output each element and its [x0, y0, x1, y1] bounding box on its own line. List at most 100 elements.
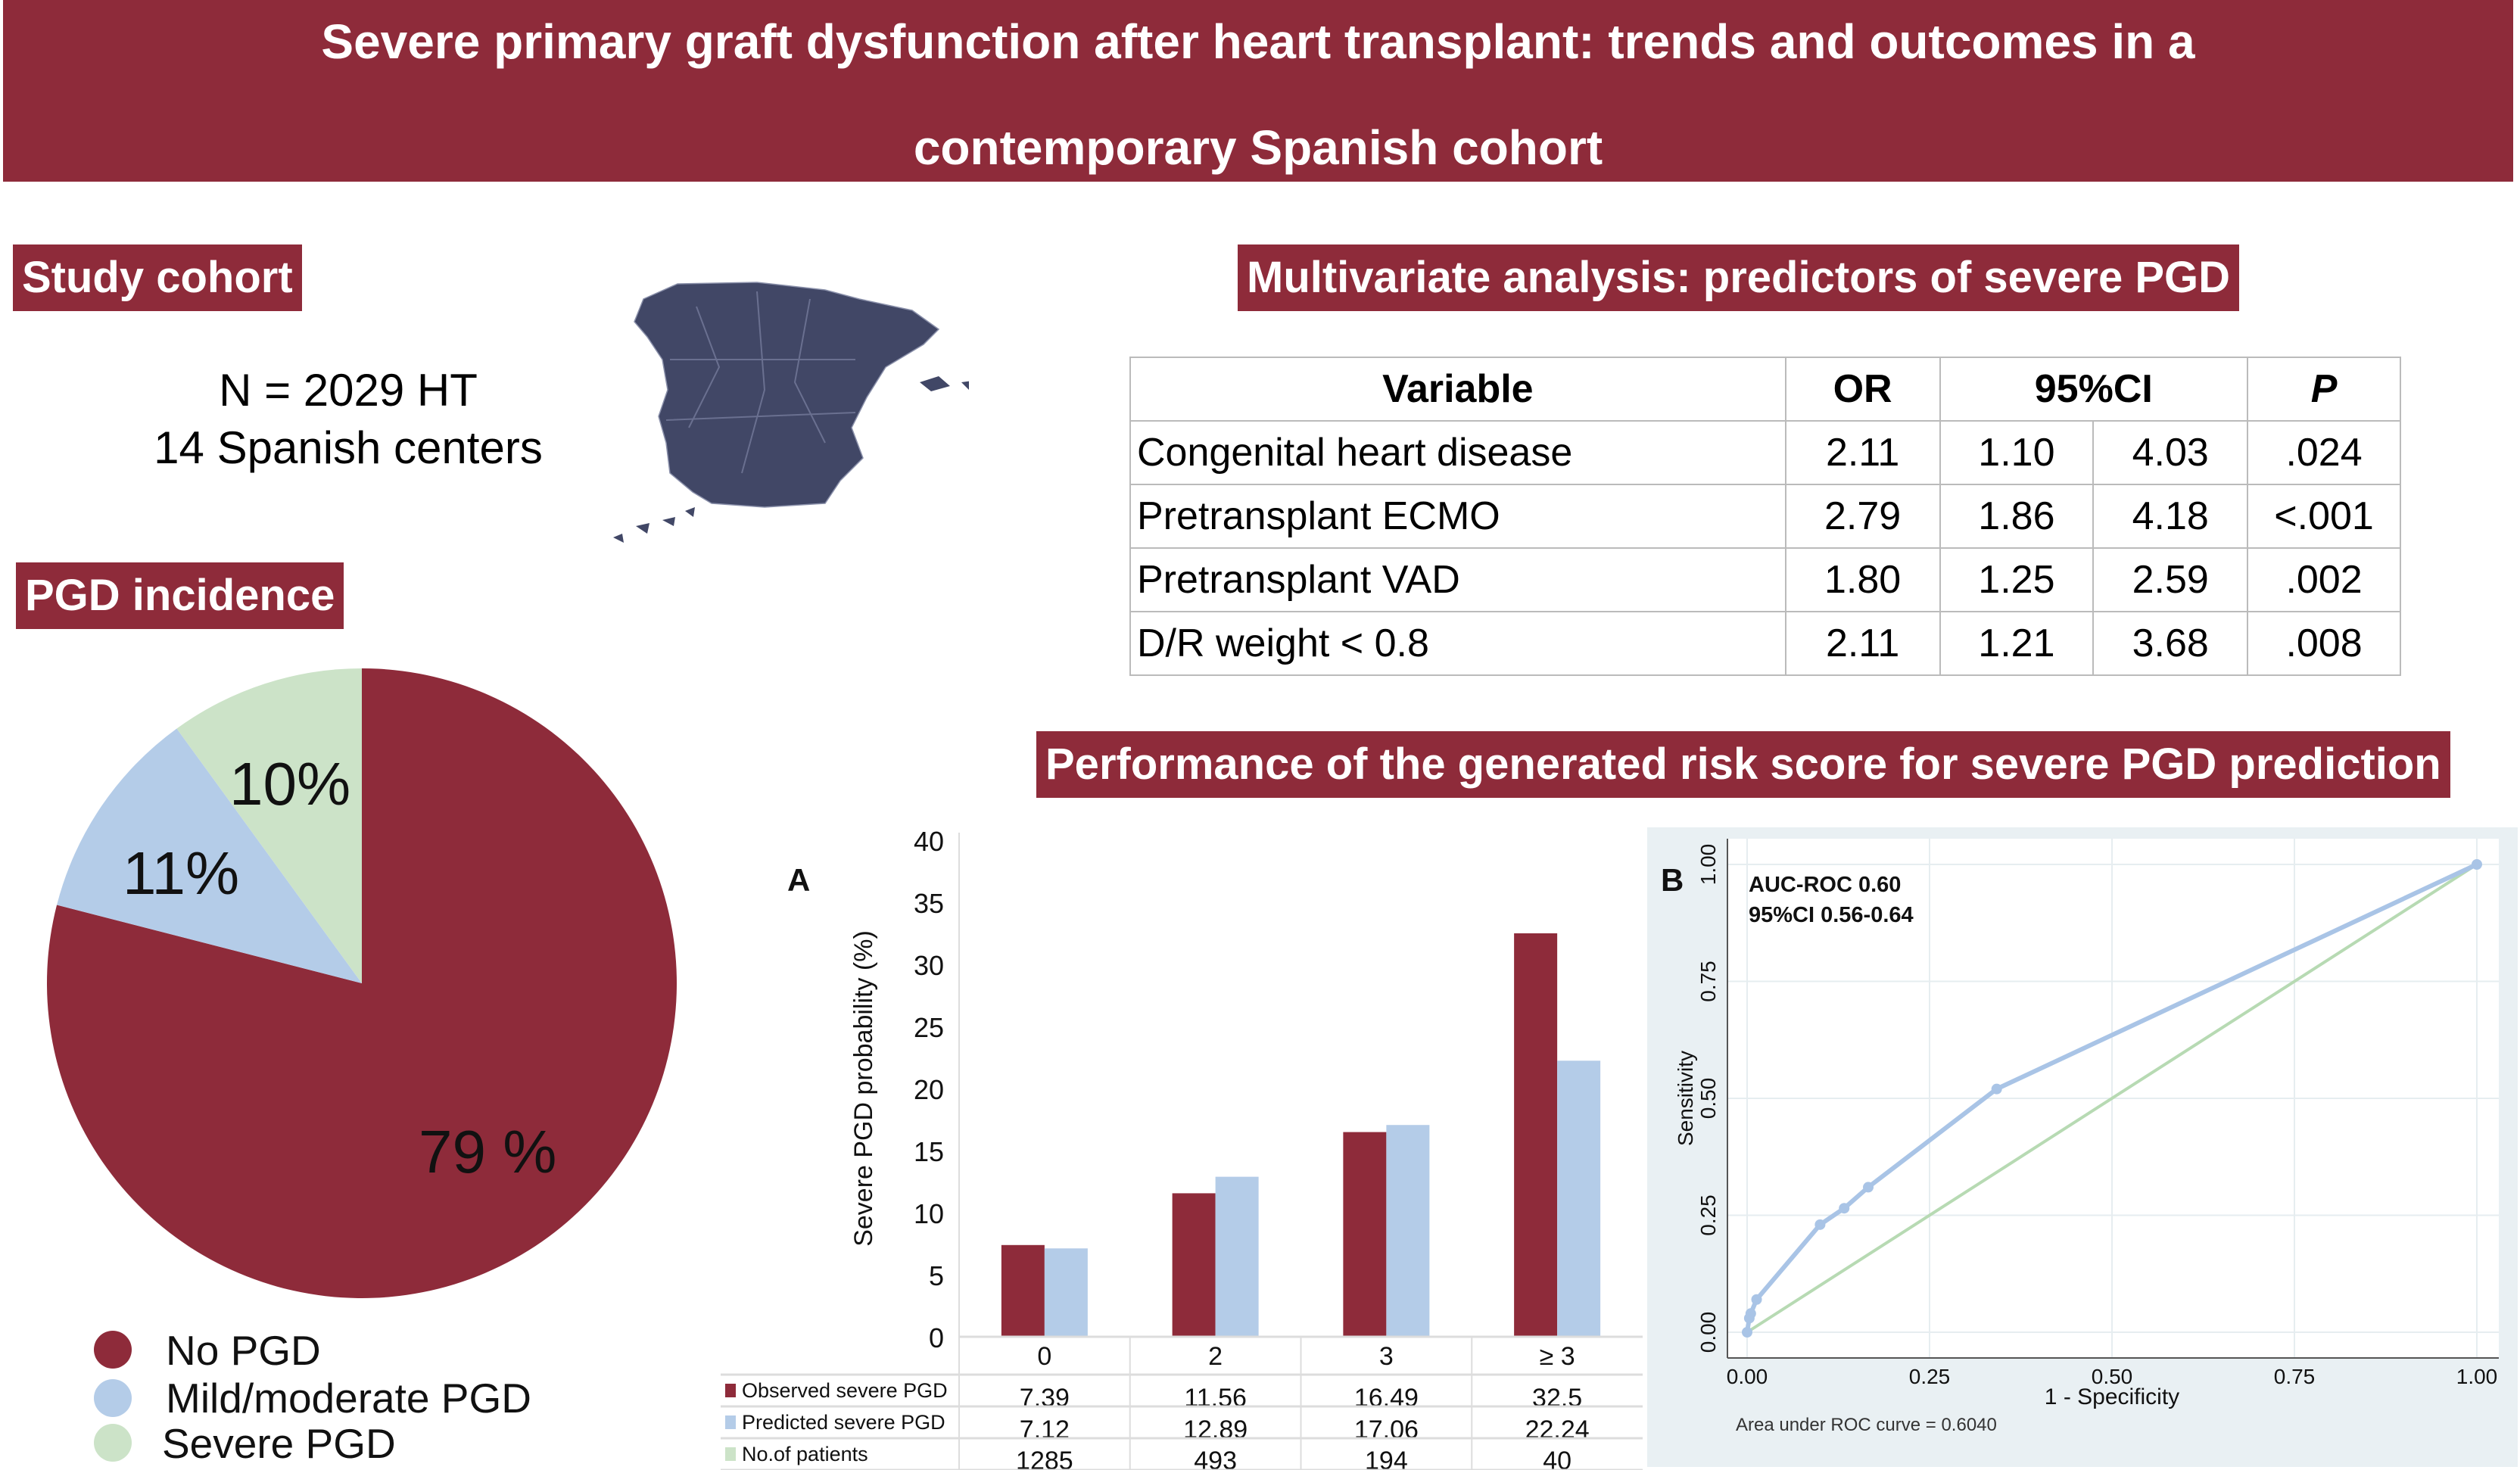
multivariate-label: Multivariate analysis: predictors of sev… [1238, 244, 2240, 311]
table-row: Congenital heart disease 2.11 1.10 4.03.024 [1129, 420, 2401, 485]
roc-point [1991, 1083, 2002, 1095]
legend-swatch-severe [94, 1424, 132, 1462]
data-label: 11.56 [1184, 1384, 1247, 1412]
auc-note: Area under ROC curve = 0.6040 [1736, 1415, 1997, 1435]
study-cohort-label: Study cohort [13, 244, 302, 311]
y-tick-label: 30 [914, 950, 944, 981]
pie-label-severe: 10% [229, 750, 351, 818]
pie-label-none: 79 % [419, 1118, 557, 1185]
data-label: 194 [1365, 1447, 1408, 1470]
bar-observed [1514, 933, 1558, 1337]
y-tick-label: 0.25 [1696, 1194, 1720, 1236]
y-tick-label: 20 [914, 1074, 944, 1105]
cell-hi: 3.68 [2092, 611, 2249, 676]
legend-mild: Mild/moderate PGD [166, 1375, 531, 1422]
legend-no-pgd: No PGD [166, 1327, 321, 1374]
pgd-pie-chart [47, 668, 678, 1298]
header-p: P [2247, 357, 2401, 422]
data-label: 17.06 [1354, 1415, 1419, 1444]
x-tick-label: 0.50 [2092, 1365, 2133, 1388]
table-row: Pretransplant VAD 1.80 1.25 2.59.002 [1129, 547, 2401, 612]
data-label: 32.5 [1532, 1384, 1582, 1412]
cohort-centers: 14 Spanish centers [154, 422, 543, 473]
pie-label-mild: 11% [123, 839, 240, 907]
cell-hi: 4.18 [2092, 484, 2249, 549]
header-variable: Variable [1129, 357, 1786, 422]
data-label: 12.89 [1183, 1415, 1248, 1444]
x-tick-label: 0.00 [1727, 1365, 1768, 1388]
data-label: 16.49 [1354, 1384, 1419, 1412]
spain-map-icon [613, 282, 969, 543]
table-header-row: Variable OR 95%CI P [1129, 357, 2401, 422]
legend-swatch [725, 1384, 736, 1397]
legend-label: Predicted severe PGD [742, 1411, 945, 1434]
y-tick-label: 25 [914, 1012, 944, 1043]
legend-label: No.of patients [742, 1443, 868, 1465]
title-line-2: contemporary Spanish cohort [913, 120, 1603, 175]
y-tick-label: 0.50 [1696, 1078, 1720, 1120]
y-tick-label: 0.00 [1696, 1312, 1720, 1353]
cell-p: <.001 [2247, 484, 2401, 549]
x-tick-label: 0.25 [1909, 1365, 1951, 1388]
bar-observed [1343, 1132, 1387, 1337]
cell-lo: 1.86 [1939, 484, 2095, 549]
y-tick-label: 0 [929, 1322, 944, 1353]
x-tick-label: ≥ 3 [1540, 1342, 1575, 1371]
table-row: D/R weight < 0.8 2.11 1.21 3.68.008 [1129, 611, 2401, 676]
y-tick-label: 15 [914, 1136, 944, 1167]
multivariate-table: Variable OR 95%CI P Congenital heart dis… [1129, 357, 2401, 676]
cell-or: 2.11 [1784, 420, 1941, 485]
data-label: 7.12 [1020, 1415, 1070, 1444]
roc-point [2472, 859, 2482, 870]
cell-p: .024 [2247, 420, 2401, 485]
legend-swatch [725, 1447, 736, 1461]
data-label: 22.24 [1525, 1415, 1590, 1444]
cell-or: 2.79 [1784, 484, 1941, 549]
roc-point [1839, 1203, 1850, 1214]
table-row: Pretransplant ECMO 2.79 1.86 4.18 <.001 [1129, 484, 2401, 549]
cell-p: .002 [2247, 547, 2401, 612]
legend-severe: Severe PGD [162, 1420, 396, 1467]
ci-annotation: 95%CI 0.56-0.64 [1749, 903, 1914, 927]
cell-hi: 2.59 [2092, 547, 2249, 612]
data-label: 1285 [1016, 1447, 1073, 1470]
cell-p: .008 [2247, 611, 2401, 676]
legend-swatch [725, 1415, 736, 1429]
y-tick-label: 0.75 [1696, 961, 1720, 1002]
cell-lo: 1.21 [1939, 611, 2095, 676]
bar-predicted [1215, 1176, 1259, 1337]
y-axis-label: Sensitivity [1674, 1051, 1697, 1146]
x-tick-label: 0.75 [2274, 1365, 2316, 1388]
bar-predicted [1044, 1248, 1088, 1337]
title-banner: Severe primary graft dysfunction after h… [3, 0, 2513, 182]
pie-slice-0 [47, 668, 678, 1298]
roc-point [1751, 1294, 1762, 1305]
x-tick-label: 0 [1037, 1342, 1051, 1371]
data-label: 493 [1194, 1447, 1237, 1470]
y-axis-label: Severe PGD probability (%) [849, 930, 878, 1247]
auc-annotation: AUC-ROC 0.60 [1749, 873, 1901, 897]
x-tick-label: 1.00 [2456, 1365, 2498, 1388]
x-tick-label: 2 [1208, 1342, 1223, 1371]
roc-point [1745, 1308, 1756, 1319]
y-tick-label: 35 [914, 888, 944, 919]
cell-lo: 1.10 [1939, 420, 2095, 485]
data-label: 40 [1543, 1447, 1571, 1470]
header-ci: 95%CI [1939, 357, 2249, 422]
cell-variable: Congenital heart disease [1129, 420, 1786, 485]
performance-label: Performance of the generated risk score … [1036, 731, 2450, 798]
reference-line [1746, 863, 2478, 1334]
pie-slice-1 [57, 728, 363, 983]
cell-variable: Pretransplant ECMO [1129, 484, 1786, 549]
pie-slice-2 [176, 668, 362, 983]
cell-or: 1.80 [1784, 547, 1941, 612]
panel-label-a: A [787, 862, 810, 898]
legend-swatch-mild [94, 1379, 132, 1417]
panel-label-b: B [1661, 862, 1684, 898]
cell-lo: 1.25 [1939, 547, 2095, 612]
cell-variable: D/R weight < 0.8 [1129, 611, 1786, 676]
legend-swatch-no-pgd [94, 1331, 132, 1369]
pgd-incidence-label: PGD incidence [16, 562, 344, 629]
x-tick-label: 3 [1379, 1342, 1394, 1371]
